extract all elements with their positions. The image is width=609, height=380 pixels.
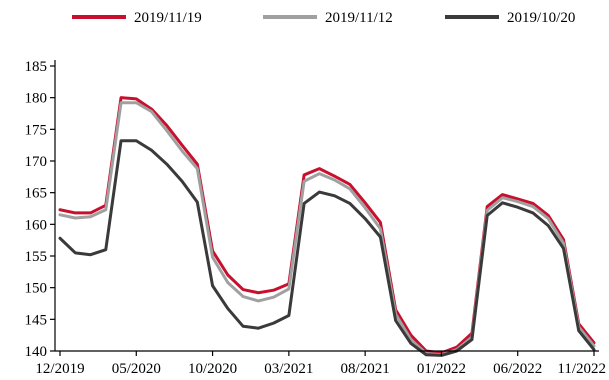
x-tick-label-6: 06/2022	[493, 361, 542, 377]
x-tick-label-2: 10/2020	[188, 361, 237, 377]
y-tick-label-0: 140	[25, 344, 48, 360]
x-tick-label-1: 05/2020	[112, 361, 161, 377]
y-tick-label-7: 175	[25, 122, 48, 138]
legend-label-1: 2019/11/12	[325, 10, 393, 26]
y-tick-label-3: 155	[25, 249, 48, 265]
x-tick-label-5: 01/2022	[417, 361, 466, 377]
series-line-0	[58, 96, 596, 355]
axes: 140 145 150 155 160 165 170 175 180 185 12/2019 05/…	[25, 59, 607, 377]
y-tick-label-5: 165	[25, 186, 48, 202]
y-tick-label-6: 170	[25, 154, 48, 170]
y-tick-label-1: 145	[25, 312, 48, 328]
x-tick-label-7: 11/2022	[557, 361, 606, 377]
y-tick-label-2: 150	[25, 281, 48, 297]
y-tick-label-4: 160	[25, 217, 48, 233]
x-tick-label-4: 08/2021	[341, 361, 390, 377]
series-line-2	[58, 139, 596, 357]
y-tick-label-9: 185	[25, 59, 48, 75]
legend-label-2: 2019/10/20	[507, 10, 575, 26]
legend-label-0: 2019/11/19	[134, 10, 202, 26]
legend: 2019/11/19 2019/11/12 2019/10/20	[72, 10, 575, 26]
y-tick-label-8: 180	[25, 91, 48, 107]
x-tick-label-3: 03/2021	[264, 361, 313, 377]
series-layer	[58, 96, 596, 357]
series-line-1	[58, 101, 596, 357]
x-tick-label-0: 12/2019	[35, 361, 84, 377]
